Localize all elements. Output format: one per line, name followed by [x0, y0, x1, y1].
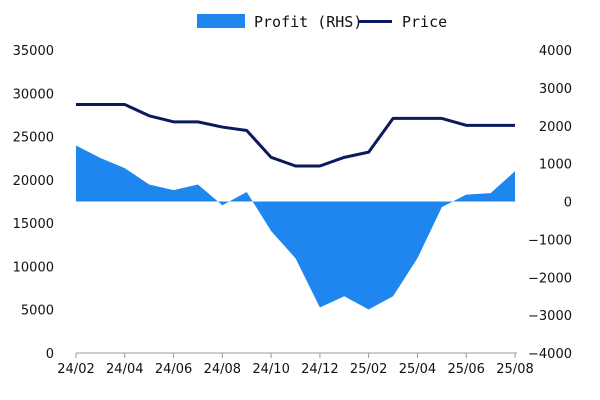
left-tick-label: 15000 — [13, 217, 54, 232]
right-tick-label: −4000 — [528, 347, 572, 362]
left-tick-label: 30000 — [13, 87, 54, 102]
price-line — [76, 103, 515, 168]
profit-area-layer — [76, 145, 515, 310]
left-tick-label: 10000 — [13, 260, 54, 275]
right-tick-label: 3000 — [539, 82, 572, 97]
left-tick-label: 5000 — [21, 304, 54, 319]
x-tick-label: 25/04 — [399, 362, 436, 377]
x-tick-label: 24/06 — [155, 362, 192, 377]
legend: Profit (RHS) Price — [197, 13, 447, 31]
x-tick-label: 24/12 — [301, 362, 338, 377]
right-tick-label: 1000 — [539, 158, 572, 173]
x-axis-ticks: 24/02 24/04 24/06 24/08 24/10 24/12 25/02 25/04… — [57, 353, 534, 377]
right-tick-label: 0 — [564, 196, 572, 211]
x-tick-label: 24/10 — [252, 362, 289, 377]
left-tick-label: 0 — [46, 347, 54, 362]
x-tick-label: 24/08 — [204, 362, 241, 377]
legend-swatch-profit — [197, 14, 245, 28]
legend-label-price: Price — [402, 13, 447, 31]
price-line-layer — [76, 103, 515, 168]
left-axis-ticks: 0 5000 10000 15000 20000 25000 30000 35000 — [13, 44, 54, 362]
right-tick-label: 4000 — [539, 44, 572, 59]
right-tick-label: −2000 — [528, 271, 572, 286]
left-tick-label: 20000 — [13, 174, 54, 189]
right-tick-label: 2000 — [539, 120, 572, 135]
profit-area — [76, 145, 515, 310]
legend-swatch-price — [358, 20, 392, 23]
x-tick-label: 24/02 — [57, 362, 94, 377]
left-tick-label: 35000 — [13, 44, 54, 59]
left-tick-label: 25000 — [13, 131, 54, 146]
x-tick-label: 25/02 — [350, 362, 387, 377]
x-tick-label: 24/04 — [106, 362, 143, 377]
x-tick-label: 25/06 — [447, 362, 484, 377]
right-axis-ticks: −4000 −3000 −2000 −1000 0 1000 2000 3000 4000 — [528, 44, 572, 362]
right-tick-label: −1000 — [528, 233, 572, 248]
legend-label-profit: Profit (RHS) — [254, 13, 362, 31]
x-tick-label: 25/08 — [496, 362, 533, 377]
right-tick-label: −3000 — [528, 309, 572, 324]
